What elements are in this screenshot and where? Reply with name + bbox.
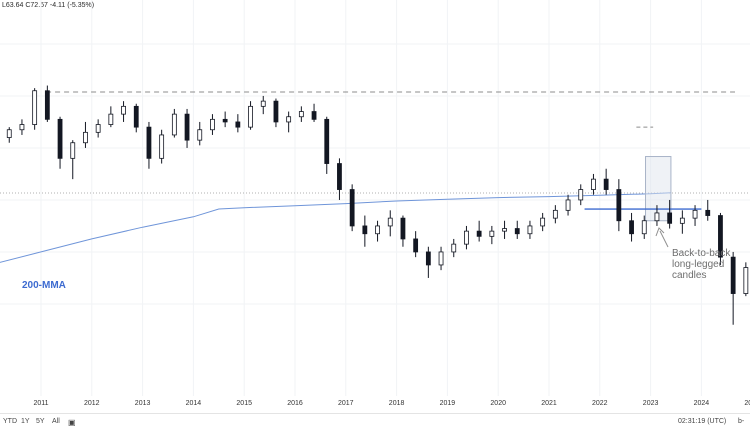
candle-body (362, 225, 368, 235)
candle-body (591, 178, 596, 190)
candle-body (578, 189, 584, 201)
ma-label: 200-MMA (22, 280, 66, 291)
candle-body (387, 217, 393, 227)
x-tick-label: 2011 (33, 400, 48, 407)
candle-body (121, 105, 126, 115)
candle-body (730, 256, 736, 294)
candle-body (743, 267, 749, 294)
candle-body (349, 189, 355, 227)
x-tick-label: 2014 (186, 400, 202, 407)
x-tick-label: 2023 (643, 400, 659, 407)
candle-body (273, 100, 279, 123)
candles-annotation: Back-to-back long-legged candles (672, 248, 731, 281)
candle-body (502, 228, 507, 232)
candle-body (718, 215, 723, 258)
timeframe-all[interactable]: All (52, 418, 60, 425)
candle-body (298, 111, 304, 118)
x-tick-label: 2016 (287, 400, 303, 407)
candle-body (400, 217, 406, 240)
candle-body (197, 129, 203, 141)
calendar-icon[interactable]: ▣ (68, 418, 76, 427)
candle-body (260, 100, 266, 107)
candle-body (311, 111, 317, 120)
timeframe-1y[interactable]: 1Y (21, 418, 30, 425)
candle-body (248, 105, 253, 128)
candle-body (222, 118, 228, 123)
candle-body (133, 105, 139, 128)
candle-body (425, 251, 431, 266)
candle-body (337, 163, 342, 190)
x-tick-label: 2024 (694, 400, 710, 407)
candle-body (464, 230, 469, 245)
utc-clock: 02:31:19 (UTC) (678, 418, 727, 425)
x-tick-label: 2013 (135, 400, 151, 407)
timeframe-ytd[interactable]: YTD (3, 418, 17, 425)
x-tick-label: 2025 (744, 400, 750, 407)
candle-body (552, 209, 558, 219)
candle-body (6, 129, 12, 138)
candle-body (438, 251, 444, 266)
candle-body (324, 118, 330, 164)
candle-body (44, 90, 50, 120)
candle-body (286, 116, 292, 123)
candle-body (57, 118, 63, 159)
candle-body (616, 189, 622, 222)
candle-body (527, 225, 533, 235)
timeframe-5y[interactable]: 5Y (36, 418, 45, 425)
candle-body (108, 113, 114, 125)
candle-body (159, 134, 165, 159)
corner-label: b- (738, 418, 745, 425)
candle-body (514, 228, 520, 235)
candle-body (235, 121, 241, 128)
x-tick-label: 2012 (84, 400, 100, 407)
bottom-toolbar: YTD 1Y 5Y All ▣ 02:31:19 (UTC) b- (0, 413, 750, 431)
x-tick-label: 2017 (338, 400, 354, 407)
candle-body (667, 212, 673, 224)
candle-body (476, 230, 482, 237)
candle-body (451, 243, 457, 253)
highlight-box (645, 156, 672, 222)
annotation-arrowhead (655, 227, 665, 237)
ohlc-readout: L63.64 C72.67 -4.11 (-5.35%) (2, 2, 95, 9)
candle-body (705, 209, 711, 216)
candle-body (603, 178, 609, 190)
candle-body (32, 90, 38, 125)
candle-body (679, 217, 685, 224)
candle-body (629, 220, 634, 235)
candle-body (489, 230, 495, 237)
price-chart[interactable]: 2011 2012 2013 2014 2015 2016 2017 2018 2019 2020… (0, 0, 750, 413)
candle-body (641, 220, 647, 235)
x-tick-label: 2022 (592, 400, 608, 407)
x-tick-label: 2018 (389, 400, 405, 407)
annotation-arrow (659, 230, 669, 248)
x-tick-label: 2021 (541, 400, 557, 407)
candle-body (70, 142, 76, 159)
candle-body (413, 238, 419, 253)
candle-body (184, 113, 190, 141)
x-tick-label: 2019 (440, 400, 456, 407)
candle-body (83, 131, 88, 144)
candle-body (565, 199, 571, 211)
x-tick-label: 2020 (490, 400, 506, 407)
x-tick-label: 2015 (236, 400, 252, 407)
candle-body (95, 124, 101, 133)
candle-body (19, 124, 25, 131)
candle-body (692, 209, 698, 219)
candle-body (375, 225, 380, 235)
candle-body (540, 217, 546, 227)
candle-body (171, 113, 177, 136)
candle-body (210, 118, 215, 131)
candle-body (654, 212, 660, 222)
candle-body (146, 126, 152, 159)
ma-200-line (0, 192, 671, 263)
